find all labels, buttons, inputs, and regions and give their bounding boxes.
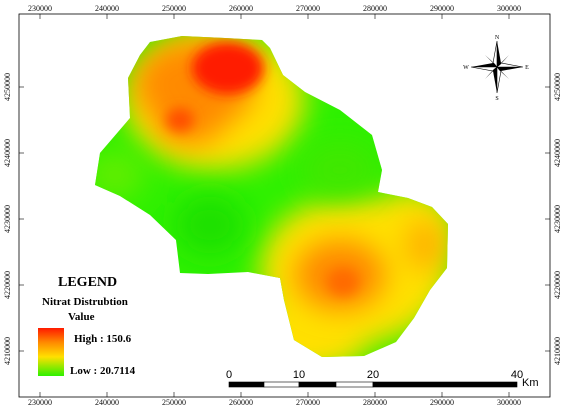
x-tick-bottom-230000: 230000 xyxy=(28,398,52,407)
x-tick-top-270000: 270000 xyxy=(296,4,320,13)
x-tick-bottom-290000: 290000 xyxy=(430,398,454,407)
x-tick-bottom-300000: 300000 xyxy=(497,398,521,407)
y-tick-right-4220000: 4220000 xyxy=(553,271,562,299)
y-tick-labels-left: 4250000 4240000 4230000 4220000 4210000 xyxy=(3,73,12,365)
y-tick-right-4250000: 4250000 xyxy=(553,73,562,101)
legend-subtitle-line2: Value xyxy=(68,311,95,323)
x-tick-top-290000: 290000 xyxy=(430,4,454,13)
legend-title: LEGEND xyxy=(58,275,117,290)
y-tick-left-4240000: 4240000 xyxy=(3,139,12,167)
east-label: E xyxy=(525,65,529,71)
legend-subtitle-line1: Nitrat Distrubtion xyxy=(42,296,128,308)
north-arrow-icon: N S E W xyxy=(463,35,529,102)
scale-label-10: 10 xyxy=(293,369,305,381)
y-tick-left-4210000: 4210000 xyxy=(3,337,12,365)
map-frame xyxy=(18,13,551,398)
x-tick-bottom-250000: 250000 xyxy=(162,398,186,407)
x-tick-top-250000: 250000 xyxy=(162,4,186,13)
x-tick-top-240000: 240000 xyxy=(95,4,119,13)
x-tick-top-280000: 280000 xyxy=(363,4,387,13)
scale-bar: 0 10 20 40 Km xyxy=(226,369,539,389)
y-tick-left-4220000: 4220000 xyxy=(3,271,12,299)
x-tick-top-230000: 230000 xyxy=(28,4,52,13)
y-tick-left-4230000: 4230000 xyxy=(3,205,12,233)
scale-label-40: 40 xyxy=(511,369,523,381)
legend-high-label: High : 150.6 xyxy=(74,333,132,345)
x-tick-labels-bottom: 230000 240000 250000 260000 270000 280000 2900… xyxy=(28,398,521,407)
x-tick-bottom-240000: 240000 xyxy=(95,398,119,407)
scale-label-0: 0 xyxy=(226,369,232,381)
x-tick-bottom-280000: 280000 xyxy=(363,398,387,407)
x-tick-bottom-270000: 270000 xyxy=(296,398,320,407)
west-label: W xyxy=(463,65,469,71)
y-tick-right-4240000: 4240000 xyxy=(553,139,562,167)
legend-low-label: Low : 20.7114 xyxy=(70,365,136,377)
y-tick-labels-right: 4250000 4240000 4230000 4220000 4210000 xyxy=(553,73,562,365)
scale-unit: Km xyxy=(522,377,539,389)
legend: LEGEND Nitrat Distrubtion Value High : 1… xyxy=(38,275,136,377)
graticule-ticks xyxy=(19,14,550,397)
north-label: N xyxy=(495,35,500,41)
y-tick-right-4230000: 4230000 xyxy=(553,205,562,233)
x-tick-top-260000: 260000 xyxy=(229,4,253,13)
scale-label-20: 20 xyxy=(367,369,379,381)
x-tick-top-300000: 300000 xyxy=(497,4,521,13)
x-tick-labels-top: 230000 240000 250000 260000 270000 280000 2900… xyxy=(28,4,521,13)
nitrate-surface xyxy=(95,36,448,357)
x-tick-bottom-260000: 260000 xyxy=(229,398,253,407)
south-label: S xyxy=(495,96,498,102)
y-tick-left-4250000: 4250000 xyxy=(3,73,12,101)
legend-color-ramp xyxy=(38,328,64,376)
y-tick-right-4210000: 4210000 xyxy=(553,337,562,365)
